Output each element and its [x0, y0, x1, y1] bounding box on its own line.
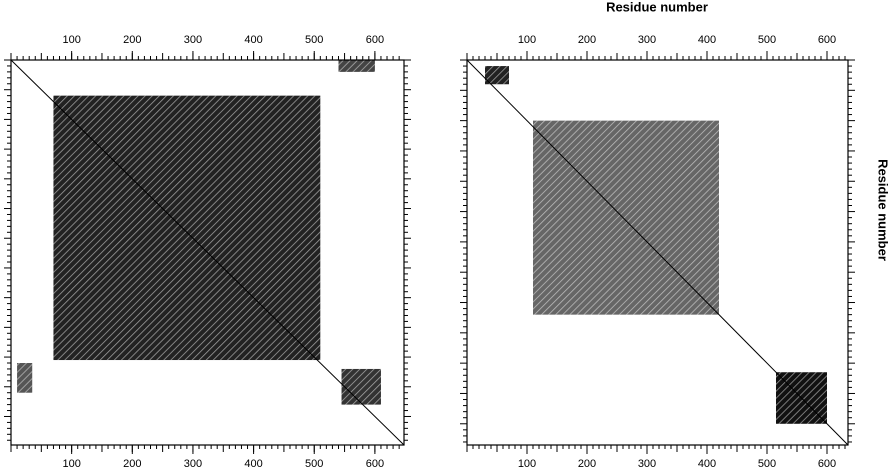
x-axis-title: Residue number: [606, 0, 708, 14]
dot-region-hatch: [17, 363, 33, 393]
x-tick-label: 200: [578, 34, 596, 46]
x-tick-label: 600: [366, 34, 384, 46]
dot-region-hatch: [338, 60, 375, 72]
x-tick-label: 400: [244, 458, 262, 470]
dot-region-hatch: [53, 95, 321, 361]
frame: [466, 59, 849, 446]
x-tick-label: 500: [758, 458, 776, 470]
y-axis-title: Residue number: [876, 159, 891, 261]
x-tick-label: 600: [366, 458, 384, 470]
x-tick-label: 200: [578, 458, 596, 470]
dot-region-hatch: [533, 120, 719, 315]
dot-region-hatch: [485, 66, 509, 85]
x-tick-label: 500: [758, 34, 776, 46]
x-tick-label: 400: [244, 34, 262, 46]
x-tick-label: 300: [184, 458, 202, 470]
x-tick-label: 300: [184, 34, 202, 46]
x-tick-label: 500: [305, 458, 323, 470]
diagonal: [10, 59, 405, 446]
x-tick-label: 400: [698, 458, 716, 470]
x-tick-label: 300: [638, 34, 656, 46]
diagonal: [466, 59, 849, 446]
dot-region-hatch: [341, 368, 381, 405]
x-tick-label: 100: [62, 458, 80, 470]
x-tick-label: 600: [818, 458, 836, 470]
x-tick-label: 400: [698, 34, 716, 46]
x-tick-label: 200: [123, 34, 141, 46]
x-tick-label: 100: [518, 34, 536, 46]
frame: [10, 59, 405, 446]
panel: 100 100 200 200 300 300 400 400 500 500 600 600: [460, 34, 855, 470]
x-tick-label: 500: [305, 34, 323, 46]
x-tick-label: 600: [818, 34, 836, 46]
panel: 100 100 200 200 300 300 400 400 500 500 600 600: [4, 34, 411, 470]
x-tick-label: 100: [518, 458, 536, 470]
x-tick-label: 300: [638, 458, 656, 470]
x-tick-label: 100: [62, 34, 80, 46]
x-tick-label: 200: [123, 458, 141, 470]
